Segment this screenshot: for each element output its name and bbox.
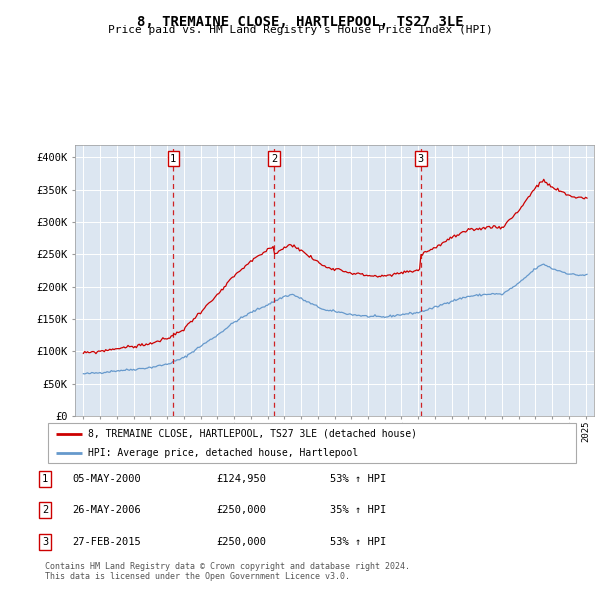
- Text: 26-MAY-2006: 26-MAY-2006: [72, 506, 141, 515]
- Text: 1: 1: [42, 474, 48, 484]
- Text: 1: 1: [170, 154, 176, 164]
- Text: 53% ↑ HPI: 53% ↑ HPI: [330, 474, 386, 484]
- Text: 8, TREMAINE CLOSE, HARTLEPOOL, TS27 3LE: 8, TREMAINE CLOSE, HARTLEPOOL, TS27 3LE: [137, 15, 463, 29]
- Text: £250,000: £250,000: [216, 506, 266, 515]
- Text: 8, TREMAINE CLOSE, HARTLEPOOL, TS27 3LE (detached house): 8, TREMAINE CLOSE, HARTLEPOOL, TS27 3LE …: [88, 429, 416, 439]
- Text: 2: 2: [271, 154, 277, 164]
- Text: HPI: Average price, detached house, Hartlepool: HPI: Average price, detached house, Hart…: [88, 448, 358, 458]
- Text: 3: 3: [42, 537, 48, 546]
- Text: 27-FEB-2015: 27-FEB-2015: [72, 537, 141, 546]
- Text: Price paid vs. HM Land Registry's House Price Index (HPI): Price paid vs. HM Land Registry's House …: [107, 25, 493, 35]
- Text: 3: 3: [418, 154, 424, 164]
- Text: 35% ↑ HPI: 35% ↑ HPI: [330, 506, 386, 515]
- Text: This data is licensed under the Open Government Licence v3.0.: This data is licensed under the Open Gov…: [45, 572, 350, 581]
- Text: 2: 2: [42, 506, 48, 515]
- Text: £250,000: £250,000: [216, 537, 266, 546]
- Text: 53% ↑ HPI: 53% ↑ HPI: [330, 537, 386, 546]
- Text: Contains HM Land Registry data © Crown copyright and database right 2024.: Contains HM Land Registry data © Crown c…: [45, 562, 410, 571]
- Text: 05-MAY-2000: 05-MAY-2000: [72, 474, 141, 484]
- Text: £124,950: £124,950: [216, 474, 266, 484]
